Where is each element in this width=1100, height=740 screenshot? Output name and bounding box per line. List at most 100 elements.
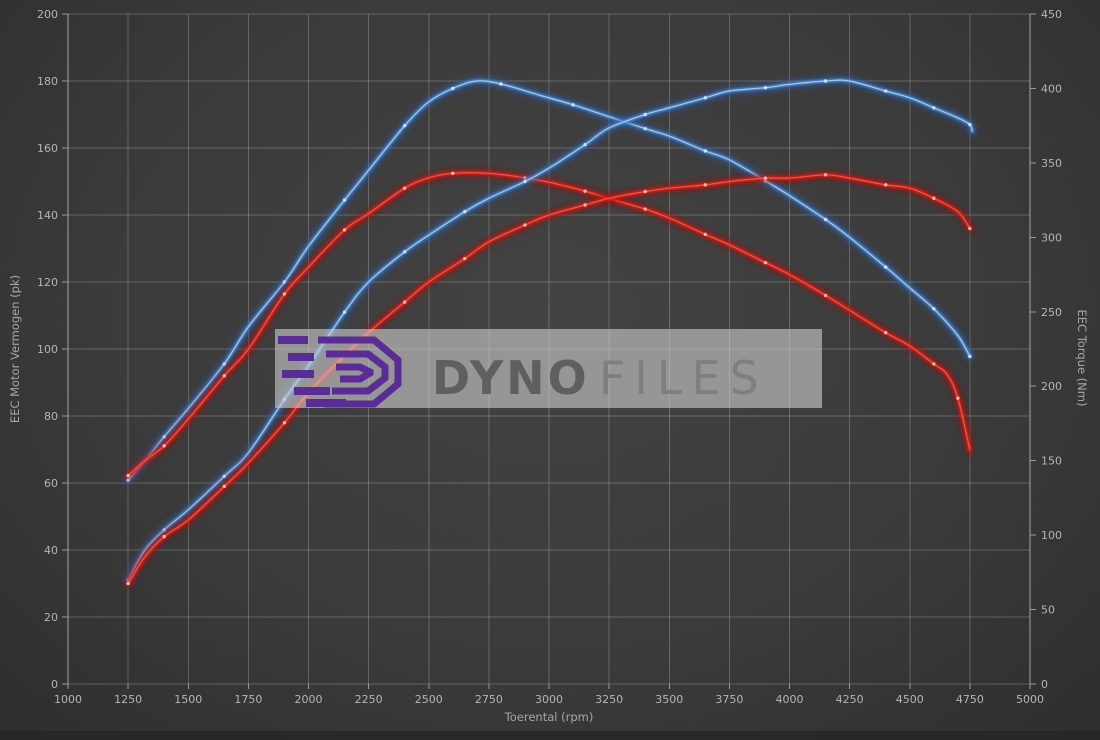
data-point-marker <box>703 96 708 100</box>
data-point-marker <box>968 122 972 127</box>
data-point-marker <box>643 207 647 211</box>
y-left-tick-label: 140 <box>37 209 58 222</box>
x-tick-label: 2750 <box>475 693 503 706</box>
series-torque-blue-tuned <box>123 76 975 485</box>
data-point-marker <box>162 444 166 448</box>
data-point-marker <box>463 256 467 261</box>
data-point-marker <box>451 86 455 91</box>
y-left-tick-label: 100 <box>37 343 58 356</box>
data-point-marker <box>222 362 227 366</box>
x-tick-label: 3750 <box>715 693 743 706</box>
data-point-marker <box>126 473 130 478</box>
y-right-tick-label: 400 <box>1041 82 1062 95</box>
x-tick-label: 4500 <box>896 693 924 706</box>
y-right-tick-label: 250 <box>1041 306 1062 319</box>
series-core <box>127 79 973 581</box>
data-point-marker <box>571 103 575 107</box>
data-point-marker <box>884 330 888 335</box>
data-point-marker <box>884 265 888 269</box>
y-left-tick-label: 180 <box>37 75 58 88</box>
curves <box>123 75 977 588</box>
data-point-marker <box>126 581 130 586</box>
axis-ticks: 1000 1250 1500 1750 2000 2250 2500 2750 3000 3250… <box>37 8 1062 706</box>
data-point-marker <box>703 232 708 237</box>
y-right-tick-label: 450 <box>1041 8 1062 21</box>
data-point-marker <box>823 79 828 83</box>
x-tick-label: 1250 <box>114 693 142 706</box>
data-point-marker <box>643 126 647 131</box>
y-left-tick-label: 40 <box>44 544 58 557</box>
data-point-marker <box>222 374 227 378</box>
y-right-tick-label: 0 <box>1041 678 1048 691</box>
data-point-marker <box>968 354 972 359</box>
data-point-marker <box>523 223 527 227</box>
x-tick-label: 4750 <box>956 693 984 706</box>
data-point-marker <box>884 183 888 187</box>
series-core <box>127 174 971 585</box>
data-point-marker <box>763 176 768 180</box>
x-tick-label: 2250 <box>355 693 383 706</box>
data-point-marker <box>823 217 828 222</box>
y-left-tick-label: 60 <box>44 477 58 490</box>
data-point-marker <box>932 196 936 200</box>
x-tick-label: 3500 <box>655 693 683 706</box>
x-tick-label: 3000 <box>535 693 563 706</box>
dynofiles-logo-icon <box>278 336 402 408</box>
data-point-marker <box>703 183 708 187</box>
y-axis-left-title: EEC Motor Vermogen (pk) <box>8 275 22 423</box>
y-axis-right-title: EEC Torque (Nm) <box>1075 310 1089 407</box>
data-point-marker <box>932 362 936 366</box>
data-point-marker <box>282 280 287 284</box>
bottom-strip <box>0 731 1100 740</box>
x-tick-label: 2000 <box>295 693 323 706</box>
data-point-marker <box>643 112 647 117</box>
watermark-text-files: FILES <box>599 351 768 405</box>
data-point-marker <box>162 435 166 439</box>
data-point-marker <box>703 149 708 153</box>
x-tick-label: 4000 <box>776 693 804 706</box>
data-point-marker <box>403 123 407 128</box>
data-point-marker <box>499 82 503 86</box>
data-point-marker <box>583 203 587 207</box>
data-point-marker <box>342 310 347 314</box>
data-point-marker <box>162 534 166 539</box>
data-point-marker <box>222 484 227 489</box>
data-point-marker <box>282 292 287 296</box>
data-point-marker <box>823 293 828 298</box>
data-point-marker <box>583 142 587 147</box>
y-right-tick-label: 100 <box>1041 529 1062 542</box>
data-point-marker <box>342 198 347 202</box>
data-point-marker <box>643 189 647 194</box>
data-point-marker <box>763 86 768 90</box>
x-tick-label: 2500 <box>415 693 443 706</box>
data-point-marker <box>968 226 972 231</box>
data-point-marker <box>463 209 467 214</box>
data-point-marker <box>932 106 936 110</box>
series-power-red-stock <box>123 170 975 588</box>
y-left-tick-label: 20 <box>44 611 58 624</box>
y-right-tick-label: 50 <box>1041 604 1055 617</box>
data-point-marker <box>342 228 347 232</box>
y-left-tick-label: 160 <box>37 142 58 155</box>
data-point-marker <box>222 474 227 478</box>
x-tick-label: 5000 <box>1016 693 1044 706</box>
data-point-marker <box>403 250 407 254</box>
data-point-marker <box>403 300 407 304</box>
y-left-tick-label: 120 <box>37 276 58 289</box>
data-point-marker <box>956 396 960 400</box>
data-point-marker <box>282 421 287 425</box>
data-point-marker <box>523 179 527 184</box>
y-left-tick-label: 0 <box>51 678 58 691</box>
data-point-marker <box>884 89 888 93</box>
y-left-tick-label: 200 <box>37 8 58 21</box>
y-left-tick-label: 80 <box>44 410 58 423</box>
x-axis-title: Toerental (rpm) <box>504 710 594 724</box>
data-point-marker <box>763 260 768 265</box>
series-torque-red-stock <box>123 168 975 481</box>
data-point-marker <box>932 307 936 311</box>
data-point-marker <box>823 173 828 177</box>
x-tick-label: 1500 <box>174 693 202 706</box>
watermark-text-dyno: DYNO <box>432 351 590 405</box>
